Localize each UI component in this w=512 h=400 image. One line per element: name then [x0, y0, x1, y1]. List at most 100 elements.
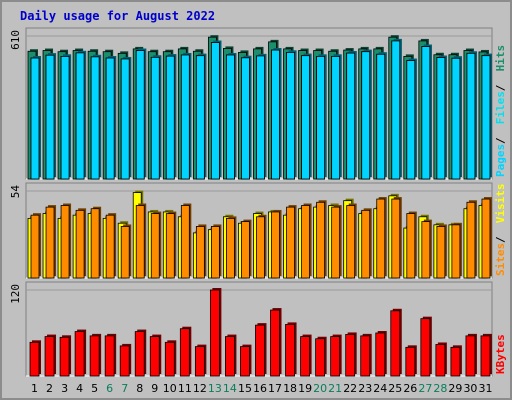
sites-bar: [436, 226, 446, 279]
sites-bar: [150, 213, 160, 279]
kbytes-bar: [330, 336, 341, 377]
x-tick-label: 30: [463, 382, 477, 395]
pages-bar: [466, 52, 476, 180]
pages-bar: [391, 40, 401, 180]
kbytes-ymax-label: 120: [9, 284, 22, 304]
sites-bar: [361, 209, 371, 279]
legend-files: Files: [494, 91, 507, 124]
x-tick-label: 8: [136, 382, 143, 395]
sites-bar: [316, 201, 326, 279]
pages-bar: [241, 57, 250, 180]
pages-bar: [481, 55, 491, 180]
sites-bar: [421, 221, 431, 279]
sites-bar: [481, 198, 491, 279]
kbytes-bar: [74, 331, 85, 377]
x-tick-label: 26: [403, 382, 417, 395]
x-tick-label: 14: [223, 382, 237, 395]
sites-bar: [60, 205, 70, 279]
kbytes-bar: [255, 324, 265, 377]
sites-bar: [286, 206, 295, 279]
kbytes-bar: [59, 336, 70, 377]
sites-bar: [226, 217, 235, 279]
sites-bar: [406, 213, 416, 279]
x-tick-label: 18: [283, 382, 297, 395]
sites-bar: [105, 214, 115, 279]
x-tick-label: 31: [478, 382, 492, 395]
kbytes-bar: [420, 318, 431, 377]
kbytes-bar: [164, 341, 175, 377]
sites-bar: [256, 216, 265, 279]
pages-bar: [421, 46, 431, 180]
pages-bar: [376, 53, 386, 180]
kbytes-bar: [450, 346, 461, 377]
sites-bar: [135, 205, 145, 279]
sites-bar: [391, 198, 401, 279]
sites-bar: [75, 209, 85, 279]
x-tick-label: 3: [61, 382, 68, 395]
kbytes-bar: [179, 328, 190, 377]
x-tick-label: 5: [91, 382, 98, 395]
pages-bar: [60, 55, 70, 180]
pages-bar: [271, 49, 280, 180]
x-tick-label: 12: [193, 382, 207, 395]
pages-bar: [165, 55, 175, 180]
pages-bar: [226, 54, 235, 180]
kbytes-bar: [480, 335, 491, 377]
kbytes-bar: [225, 336, 235, 377]
kbytes-bar: [405, 346, 416, 377]
pages-bar: [256, 55, 265, 180]
sites-bar: [241, 221, 250, 279]
legend-kbytes: KBytes: [494, 334, 507, 374]
pages-bar: [361, 51, 371, 180]
kbytes-bar: [29, 341, 40, 377]
x-tick-label: 9: [151, 382, 158, 395]
x-tick-label: 7: [121, 382, 128, 395]
x-tick-label: 15: [238, 382, 252, 395]
kbytes-bar: [465, 335, 476, 377]
kbytes-bar: [315, 338, 326, 377]
legend-pages: Pages: [494, 144, 507, 177]
visits-sites-ymax-label: 54: [9, 185, 22, 199]
chart-title: Daily usage for August 2022: [20, 9, 216, 23]
pages-bar: [90, 56, 100, 180]
kbytes-bar: [360, 335, 371, 377]
kbytes-bar: [435, 344, 446, 377]
x-tick-label: 13: [208, 382, 222, 395]
pages-bar: [75, 52, 85, 180]
kbytes-bar: [285, 323, 295, 377]
pages-bar: [451, 57, 461, 180]
pages-bar: [45, 54, 55, 180]
sites-bar: [180, 205, 190, 279]
kbytes-bar: [149, 336, 160, 377]
pages-bar: [286, 52, 295, 180]
sites-bar: [271, 211, 280, 279]
pages-bar: [436, 57, 446, 180]
legend-separator: /: [494, 137, 507, 144]
pages-bar: [406, 60, 416, 180]
kbytes-bar: [119, 345, 130, 377]
pages-bar: [135, 50, 145, 180]
x-tick-label: 4: [76, 382, 83, 395]
legend-visits: Visits: [494, 183, 507, 223]
x-tick-label: 29: [448, 382, 462, 395]
sites-bar: [451, 224, 461, 279]
pages-bar: [30, 57, 40, 180]
x-tick-label: 28: [433, 382, 447, 395]
kbytes-bar: [104, 335, 115, 377]
x-tick-label: 11: [178, 382, 192, 395]
pages-bar: [210, 42, 220, 180]
x-tick-label: 19: [298, 382, 312, 395]
hits-files-pages-ymax-label: 610: [9, 30, 22, 50]
kbytes-bar: [300, 336, 310, 377]
x-tick-label: 23: [358, 382, 372, 395]
kbytes-bar: [390, 310, 401, 377]
sites-bar: [301, 205, 310, 279]
sites-bar: [331, 206, 341, 279]
x-tick-label: 1: [31, 382, 38, 395]
legend-hits: Hits: [494, 45, 507, 72]
kbytes-bar: [240, 346, 250, 377]
x-tick-label: 24: [373, 382, 387, 395]
pages-bar: [346, 52, 356, 180]
sites-bar: [120, 226, 130, 279]
